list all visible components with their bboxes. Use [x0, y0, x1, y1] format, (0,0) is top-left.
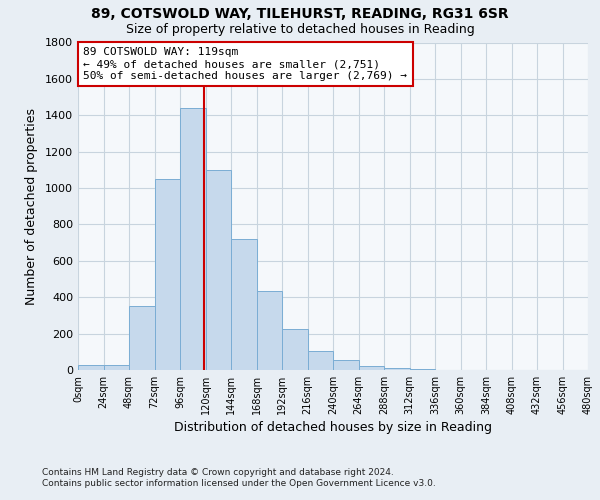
Y-axis label: Number of detached properties: Number of detached properties: [25, 108, 38, 304]
Bar: [155, 179, 180, 370]
Bar: [384, 368, 409, 370]
Bar: [104, 364, 129, 370]
Text: Size of property relative to detached houses in Reading: Size of property relative to detached ho…: [125, 22, 475, 36]
Bar: [180, 108, 205, 370]
Bar: [257, 291, 282, 370]
Bar: [78, 366, 104, 370]
Text: Contains HM Land Registry data © Crown copyright and database right 2024.
Contai: Contains HM Land Registry data © Crown c…: [42, 468, 436, 487]
Bar: [308, 351, 333, 370]
Bar: [409, 369, 435, 370]
Bar: [129, 306, 155, 370]
Text: 89, COTSWOLD WAY, TILEHURST, READING, RG31 6SR: 89, COTSWOLD WAY, TILEHURST, READING, RG…: [91, 8, 509, 22]
X-axis label: Distribution of detached houses by size in Reading: Distribution of detached houses by size …: [174, 421, 492, 434]
Bar: [231, 239, 257, 370]
Bar: [359, 366, 384, 370]
Bar: [205, 170, 231, 370]
Bar: [282, 329, 308, 370]
Bar: [333, 360, 359, 370]
Text: 89 COTSWOLD WAY: 119sqm
← 49% of detached houses are smaller (2,751)
50% of semi: 89 COTSWOLD WAY: 119sqm ← 49% of detache…: [83, 48, 407, 80]
